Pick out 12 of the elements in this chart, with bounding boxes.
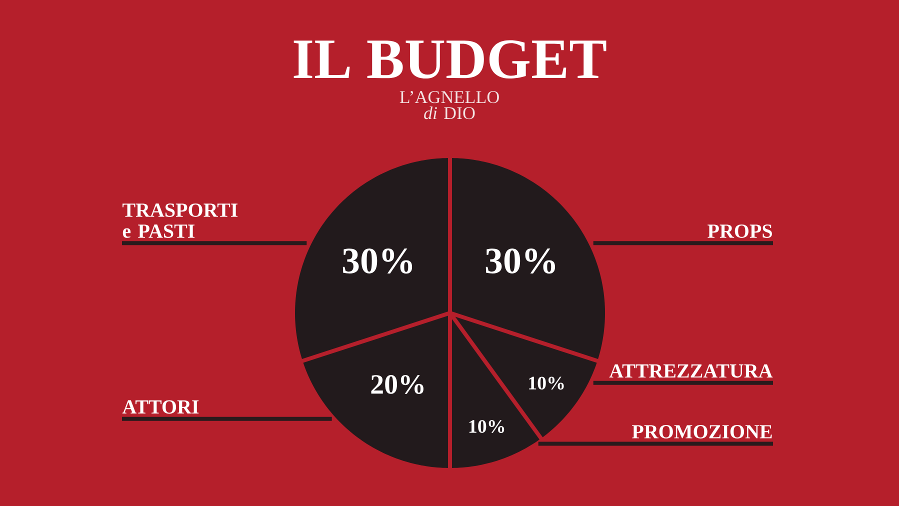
slice-label: PROPS [708,224,772,238]
data-label: 20% [371,374,424,394]
data-label: 10% [469,420,504,433]
slice-label: ATTORI [122,400,199,414]
slice-label: TRASPORTI e PASTI [122,203,238,238]
slice-label: ATTREZZATURA [609,364,773,378]
chart-subtitle: L’AGNELLO di DIO [400,91,499,120]
chart-title: IL BUDGET [294,40,606,79]
data-label: 30% [342,248,412,274]
data-label: 10% [529,376,564,390]
slice-label: PROMOZIONE [632,425,772,438]
data-label: 30% [486,248,556,274]
